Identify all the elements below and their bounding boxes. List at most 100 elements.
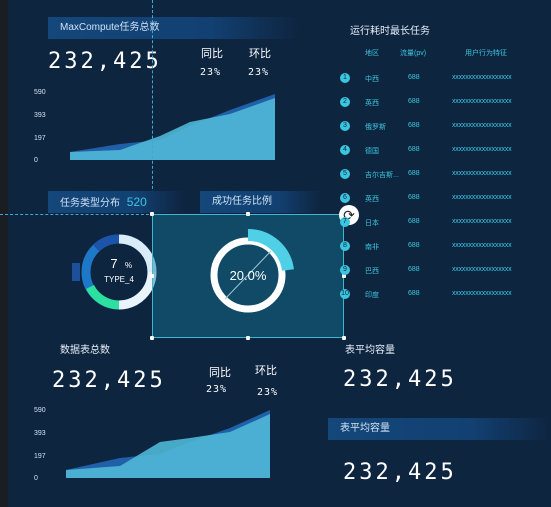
rank-number: 10 bbox=[340, 289, 350, 299]
ytick-393: 393 bbox=[34, 112, 46, 119]
row-feature: xxxxxxxxxxxxxxxxxx bbox=[452, 170, 512, 177]
row-region: 南非 bbox=[365, 244, 379, 251]
ranking-row[interactable]: 3 俄罗斯 688 xxxxxxxxxxxxxxxxxx bbox=[340, 121, 550, 133]
table-total-title: 数据表总数 bbox=[60, 345, 110, 356]
row-feature: xxxxxxxxxxxxxxxxxx bbox=[452, 194, 512, 201]
ytick-393: 393 bbox=[34, 430, 46, 437]
row-feature: xxxxxxxxxxxxxxxxxx bbox=[452, 98, 512, 105]
resize-handle-r[interactable] bbox=[342, 274, 346, 278]
rank-number: 4 bbox=[340, 145, 350, 155]
row-flow: 688 bbox=[408, 290, 420, 297]
rank-number: 7 bbox=[340, 217, 350, 227]
row-region: 中西 bbox=[365, 76, 379, 83]
col-header-region: 地区 bbox=[365, 50, 379, 57]
gauge-progress bbox=[247, 228, 294, 272]
area-series-light bbox=[66, 414, 270, 478]
row-region: 日本 bbox=[365, 220, 379, 227]
gauge-diagonal bbox=[224, 250, 272, 300]
ytick-0: 0 bbox=[34, 157, 38, 164]
task-yoy-value: 23% bbox=[200, 67, 222, 78]
row-region: 吉尔吉斯... bbox=[365, 172, 399, 179]
ranking-row[interactable]: 9 巴西 688 xxxxxxxxxxxxxxxxxx bbox=[340, 265, 550, 277]
ranking-row[interactable]: 4 德国 688 xxxxxxxxxxxxxxxxxx bbox=[340, 145, 550, 157]
resize-handle-t[interactable] bbox=[246, 212, 250, 216]
row-feature: xxxxxxxxxxxxxxxxxx bbox=[452, 122, 512, 129]
col-header-feature: 用户行为特征 bbox=[465, 50, 507, 57]
table-area-chart: 590 393 197 0 bbox=[34, 407, 270, 482]
avg-capacity-title-1: 表平均容量 bbox=[345, 345, 395, 356]
rank-number: 1 bbox=[340, 73, 350, 83]
row-region: 英西 bbox=[365, 100, 379, 107]
col-header-flow: 流量(pv) bbox=[400, 50, 427, 57]
row-flow: 688 bbox=[408, 170, 420, 177]
row-flow: 688 bbox=[408, 194, 420, 201]
row-flow: 688 bbox=[408, 266, 420, 273]
table-mom-value: 23% bbox=[257, 387, 279, 398]
ranking-row[interactable]: 10 印度 688 xxxxxxxxxxxxxxxxxx bbox=[340, 289, 550, 301]
success-ratio-gauge[interactable]: 20.0% bbox=[205, 225, 301, 321]
rank-number: 6 bbox=[340, 193, 350, 203]
ranking-row[interactable]: 1 中西 688 xxxxxxxxxxxxxxxxxx bbox=[340, 73, 550, 85]
row-feature: xxxxxxxxxxxxxxxxxx bbox=[452, 218, 512, 225]
task-type-count: 520 bbox=[126, 195, 147, 209]
row-flow: 688 bbox=[408, 146, 420, 153]
ranking-row[interactable]: 7 日本 688 xxxxxxxxxxxxxxxxxx bbox=[340, 217, 550, 229]
rank-number: 5 bbox=[340, 169, 350, 179]
row-flow: 688 bbox=[408, 218, 420, 225]
table-total-value: 232,425 bbox=[52, 368, 166, 393]
row-region: 英西 bbox=[365, 196, 379, 203]
ytick-590: 590 bbox=[34, 89, 46, 96]
table-mom-label: 环比 bbox=[255, 365, 277, 377]
row-feature: xxxxxxxxxxxxxxxxxx bbox=[452, 266, 512, 273]
ranking-row[interactable]: 6 英西 688 xxxxxxxxxxxxxxxxxx bbox=[340, 193, 550, 205]
task-type-title-text: 任务类型分布 bbox=[60, 198, 120, 209]
task-total-value: 232,425 bbox=[48, 49, 162, 74]
row-region: 俄罗斯 bbox=[365, 124, 386, 131]
ranking-row[interactable]: 2 英西 688 xxxxxxxxxxxxxxxxxx bbox=[340, 97, 550, 109]
resize-handle-tl[interactable] bbox=[150, 212, 154, 216]
ytick-197: 197 bbox=[34, 453, 46, 460]
success-ratio-title: 成功任务比例 bbox=[200, 191, 320, 213]
avg-capacity-value-1: 232,425 bbox=[343, 367, 457, 392]
task-area-chart: 590 393 197 0 bbox=[34, 89, 275, 164]
rank-number: 3 bbox=[340, 121, 350, 131]
row-feature: xxxxxxxxxxxxxxxxxx bbox=[452, 290, 512, 297]
ranking-row[interactable]: 8 南非 688 xxxxxxxxxxxxxxxxxx bbox=[340, 241, 550, 253]
row-feature: xxxxxxxxxxxxxxxxxx bbox=[452, 74, 512, 81]
row-region: 巴西 bbox=[365, 268, 379, 275]
avg-capacity-title-2: 表平均容量 bbox=[328, 418, 550, 440]
rank-number: 9 bbox=[340, 265, 350, 275]
left-edge-bar bbox=[0, 0, 8, 507]
ranking-title: 运行耗时最长任务 bbox=[350, 26, 430, 37]
ranking-row[interactable]: 5 吉尔吉斯... 688 xxxxxxxxxxxxxxxxxx bbox=[340, 169, 550, 181]
success-ratio-value: 20.0% bbox=[230, 268, 267, 283]
ytick-197: 197 bbox=[34, 135, 46, 142]
guide-line-vertical bbox=[152, 0, 153, 214]
donut-type-label: TYPE_4 bbox=[104, 275, 134, 284]
row-flow: 688 bbox=[408, 74, 420, 81]
task-mom-label: 环比 bbox=[249, 48, 271, 60]
row-feature: xxxxxxxxxxxxxxxxxx bbox=[452, 146, 512, 153]
resize-handle-l[interactable] bbox=[150, 274, 154, 278]
row-flow: 688 bbox=[408, 98, 420, 105]
ytick-590: 590 bbox=[34, 407, 46, 414]
task-yoy-label: 同比 bbox=[201, 48, 223, 60]
donut-percent-num: 7 bbox=[110, 256, 117, 271]
table-yoy-label: 同比 bbox=[209, 367, 231, 379]
donut-segment-light bbox=[118, 234, 157, 273]
task-type-donut[interactable]: 7 % TYPE_4 bbox=[72, 225, 168, 321]
row-flow: 688 bbox=[408, 242, 420, 249]
donut-segment-darkblue bbox=[92, 234, 120, 252]
task-mom-value: 23% bbox=[248, 67, 270, 78]
ytick-0: 0 bbox=[34, 475, 38, 482]
gauge-track bbox=[210, 237, 286, 313]
donut-legend-marker bbox=[72, 263, 80, 281]
resize-handle-b[interactable] bbox=[246, 336, 250, 340]
task-type-title: 任务类型分布 520 bbox=[48, 191, 183, 213]
row-flow: 688 bbox=[408, 122, 420, 129]
resize-handle-br[interactable] bbox=[342, 336, 346, 340]
donut-percent-sign: % bbox=[125, 261, 132, 270]
rank-number: 8 bbox=[340, 241, 350, 251]
resize-handle-bl[interactable] bbox=[150, 336, 154, 340]
avg-capacity-value-2: 232,425 bbox=[343, 460, 457, 485]
